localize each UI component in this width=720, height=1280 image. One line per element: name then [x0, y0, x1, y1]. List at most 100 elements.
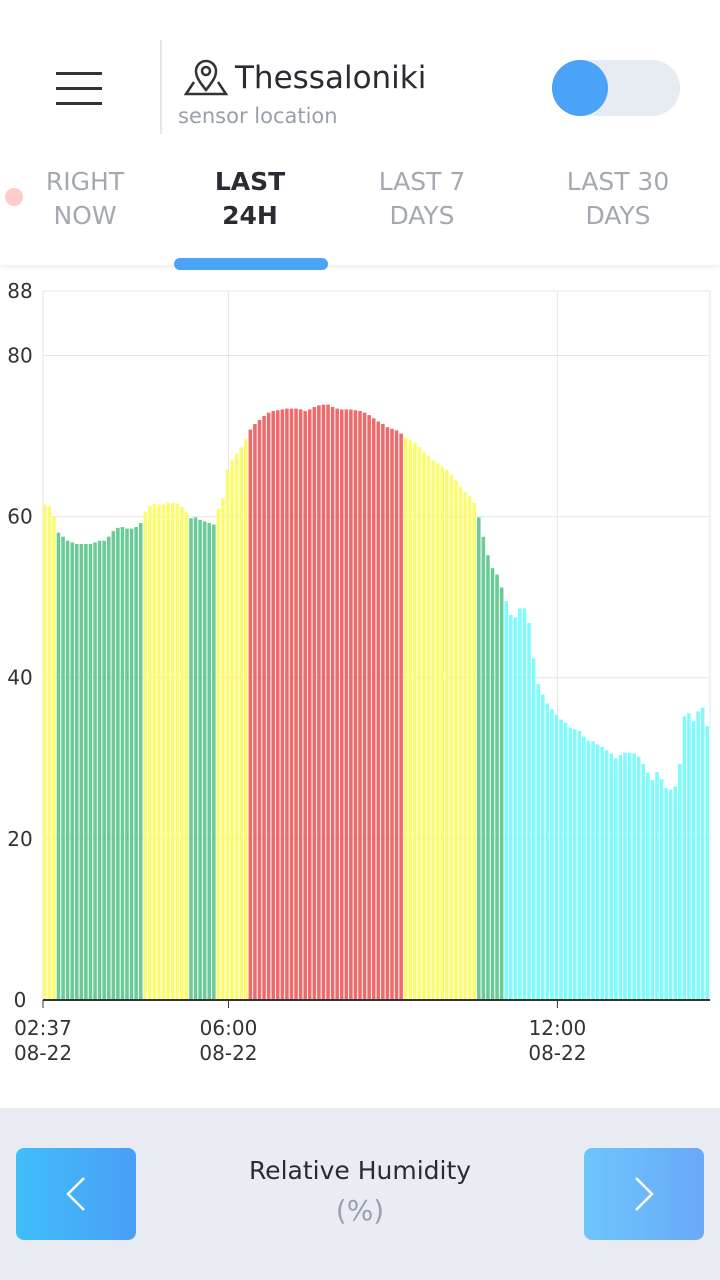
bar — [275, 410, 280, 1000]
y-tick-label: 60 — [7, 505, 32, 529]
tab[interactable]: LAST 7 DAYS — [337, 165, 507, 233]
subtitle: sensor location — [178, 104, 338, 128]
bar — [88, 543, 93, 1000]
bar — [559, 719, 563, 1000]
bar — [600, 747, 604, 1000]
menu-button[interactable] — [56, 70, 104, 108]
bar — [403, 437, 408, 1000]
bar — [572, 729, 577, 1000]
bar — [234, 453, 239, 1000]
x-tick-label: 08-22 — [199, 1041, 257, 1065]
bar — [700, 707, 705, 1000]
x-tick-label: 08-22 — [528, 1041, 586, 1065]
y-tick-label: 0 — [14, 988, 27, 1012]
bar — [467, 496, 472, 1000]
bar — [636, 756, 641, 1000]
live-dot — [5, 188, 23, 206]
tab-indicator — [174, 258, 328, 270]
bar — [399, 433, 403, 1000]
bar — [271, 411, 275, 1000]
y-tick-label: 20 — [7, 827, 32, 851]
bar — [349, 409, 353, 1000]
bar — [518, 608, 522, 1000]
footer: Relative Humidity (%) — [0, 1108, 720, 1280]
bar — [614, 758, 618, 1000]
bar — [330, 407, 335, 1000]
tab-label: LAST 7 — [378, 167, 466, 196]
prev-arrow — [66, 1177, 85, 1211]
tab[interactable]: RIGHT NOW — [0, 165, 170, 233]
bar — [93, 542, 97, 1000]
toggle-knob — [552, 60, 608, 116]
bar — [148, 506, 152, 1000]
bar — [673, 786, 678, 1000]
bar — [52, 516, 56, 1000]
tab[interactable]: LAST 30 DAYS — [533, 165, 703, 233]
bar — [668, 789, 673, 1000]
bar — [577, 730, 582, 1000]
bar — [691, 721, 696, 1000]
bar — [367, 415, 371, 1000]
header: Thessaloniki sensor location RIGHT NOW LAS… — [0, 0, 720, 270]
x-tick-label: 06:00 — [200, 1016, 258, 1040]
bar — [230, 460, 234, 1000]
bar — [445, 469, 449, 1001]
bar — [408, 440, 413, 1000]
bar — [166, 502, 170, 1000]
bar — [435, 463, 440, 1000]
y-tick-label: 80 — [7, 343, 32, 367]
bar — [531, 658, 536, 1000]
bar — [70, 542, 74, 1000]
bar — [664, 788, 668, 1000]
bar — [618, 755, 623, 1000]
bar — [586, 740, 591, 1000]
bar — [125, 528, 129, 1000]
bar — [563, 722, 568, 1000]
bar — [193, 517, 198, 1000]
tab-label: DAYS — [585, 201, 651, 230]
next-button[interactable] — [584, 1148, 704, 1240]
bar — [280, 409, 285, 1000]
bar — [582, 736, 586, 1000]
bar — [527, 622, 531, 1000]
bar — [540, 694, 545, 1000]
bar — [106, 536, 111, 1000]
bar — [248, 429, 253, 1000]
bar — [202, 521, 207, 1000]
bar — [481, 536, 486, 1000]
bar — [97, 540, 102, 1000]
bar — [344, 409, 349, 1000]
bar — [207, 523, 212, 1000]
bar — [371, 418, 376, 1000]
bar — [623, 752, 627, 1000]
bar — [545, 703, 550, 1000]
bar — [550, 709, 554, 1000]
bar — [216, 508, 221, 1000]
bar — [56, 532, 61, 1000]
bar — [413, 443, 417, 1000]
bar — [495, 574, 499, 1000]
location-icon — [184, 59, 229, 96]
bar — [143, 511, 148, 1000]
bar — [335, 408, 339, 1001]
bar — [458, 486, 463, 1000]
bar — [152, 503, 157, 1000]
bar — [508, 614, 513, 1000]
x-tick-label: 12:00 — [529, 1016, 587, 1040]
bar — [696, 711, 700, 1000]
prev-button[interactable] — [16, 1148, 136, 1240]
toggle[interactable] — [552, 60, 680, 116]
bar — [43, 504, 47, 1000]
bar — [170, 502, 175, 1000]
bar — [472, 502, 477, 1000]
bar — [422, 452, 426, 1000]
bar — [79, 543, 84, 1000]
bar — [358, 411, 362, 1000]
tab-label: LAST — [214, 167, 286, 196]
bar — [641, 763, 646, 1000]
bar — [84, 543, 88, 1000]
bar — [244, 439, 248, 1000]
bar — [682, 716, 687, 1000]
tab[interactable]: LAST 24H — [165, 165, 335, 233]
bar — [477, 517, 481, 1000]
